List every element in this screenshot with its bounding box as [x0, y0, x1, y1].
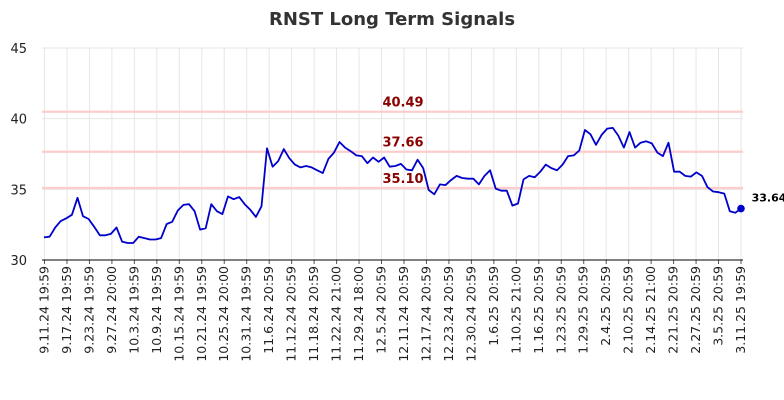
- x-tick-label: 9.11.24 19:59: [37, 266, 52, 354]
- level-label: 35.10: [382, 172, 423, 187]
- signal-levels: 40.49 37.66 35.10: [42, 96, 743, 190]
- level-label: 40.49: [382, 96, 423, 111]
- x-tick-label: 1.10.25 21:00: [508, 266, 523, 354]
- y-tick-label: 40: [10, 113, 27, 128]
- x-tick-label: 2.10.25 20:59: [621, 266, 636, 354]
- chart-title: RNST Long Term Signals: [269, 9, 515, 30]
- x-tick-label: 10.21.24 19:59: [194, 266, 209, 362]
- y-tick-label: 35: [10, 183, 27, 198]
- x-tick-label: 2.21.25 20:59: [666, 266, 681, 354]
- x-tick-label: 1.6.25 20:59: [486, 266, 501, 346]
- x-tick-label: 12.23.24 20:59: [441, 266, 456, 362]
- x-tick-label: 12.30.24 20:59: [463, 266, 478, 362]
- x-tick-label: 2.4.25 20:59: [598, 266, 613, 346]
- x-tick-label: 12.11.24 20:59: [396, 266, 411, 362]
- x-tick-label: 10.15.24 19:59: [171, 266, 186, 362]
- level-label: 37.66: [382, 136, 423, 151]
- y-tick-label: 45: [10, 42, 27, 57]
- x-tick-label: 10.25.24 20:00: [216, 266, 231, 362]
- x-tick-label: 9.17.24 19:59: [59, 266, 74, 354]
- x-tick-label: 11.29.24 18:00: [351, 266, 366, 362]
- series-layer: [43, 127, 745, 244]
- axes: 30 35 40 45 9.11.24 19:59 9.17.24 19:59 9.23.2…: [10, 42, 748, 362]
- x-tick-label: 10.9.24 19:59: [149, 266, 164, 354]
- x-tick-label: 2.14.25 21:00: [643, 266, 658, 354]
- last-point-marker: [737, 204, 745, 213]
- x-tick-label: 1.16.25 20:59: [531, 266, 546, 354]
- x-tick-label: 1.29.25 20:59: [576, 266, 591, 354]
- x-tick-label: 2.27.25 20:59: [688, 266, 703, 354]
- x-tick-label: 10.3.24 19:59: [126, 266, 141, 354]
- x-tick-label: 10.31.24 19:59: [239, 266, 254, 362]
- x-tick-label: 11.12.24 20:59: [284, 266, 299, 362]
- x-tick-label: 1.23.25 20:59: [553, 266, 568, 354]
- x-tick-label: 12.5.24 20:59: [374, 266, 389, 354]
- x-tick-label: 3.5.25 20:59: [711, 266, 726, 346]
- x-tick-label: 11.6.24 20:59: [261, 266, 276, 354]
- x-tick-label: 9.27.24 20:00: [104, 266, 119, 354]
- last-value-label: 33.64: [752, 192, 784, 205]
- labels: 33.64: [752, 192, 784, 205]
- y-tick-label: 30: [10, 254, 27, 269]
- x-tick-label: 11.18.24 20:59: [306, 266, 321, 362]
- grid-layer: [42, 47, 743, 261]
- x-tick-label: 9.23.24 19:59: [81, 266, 96, 354]
- x-tick-label: 12.17.24 20:59: [418, 266, 433, 362]
- x-tick-label: 11.22.24 21:00: [329, 266, 344, 362]
- x-tick-label: 3.11.25 19:59: [733, 266, 748, 354]
- price-series-line: [43, 127, 742, 244]
